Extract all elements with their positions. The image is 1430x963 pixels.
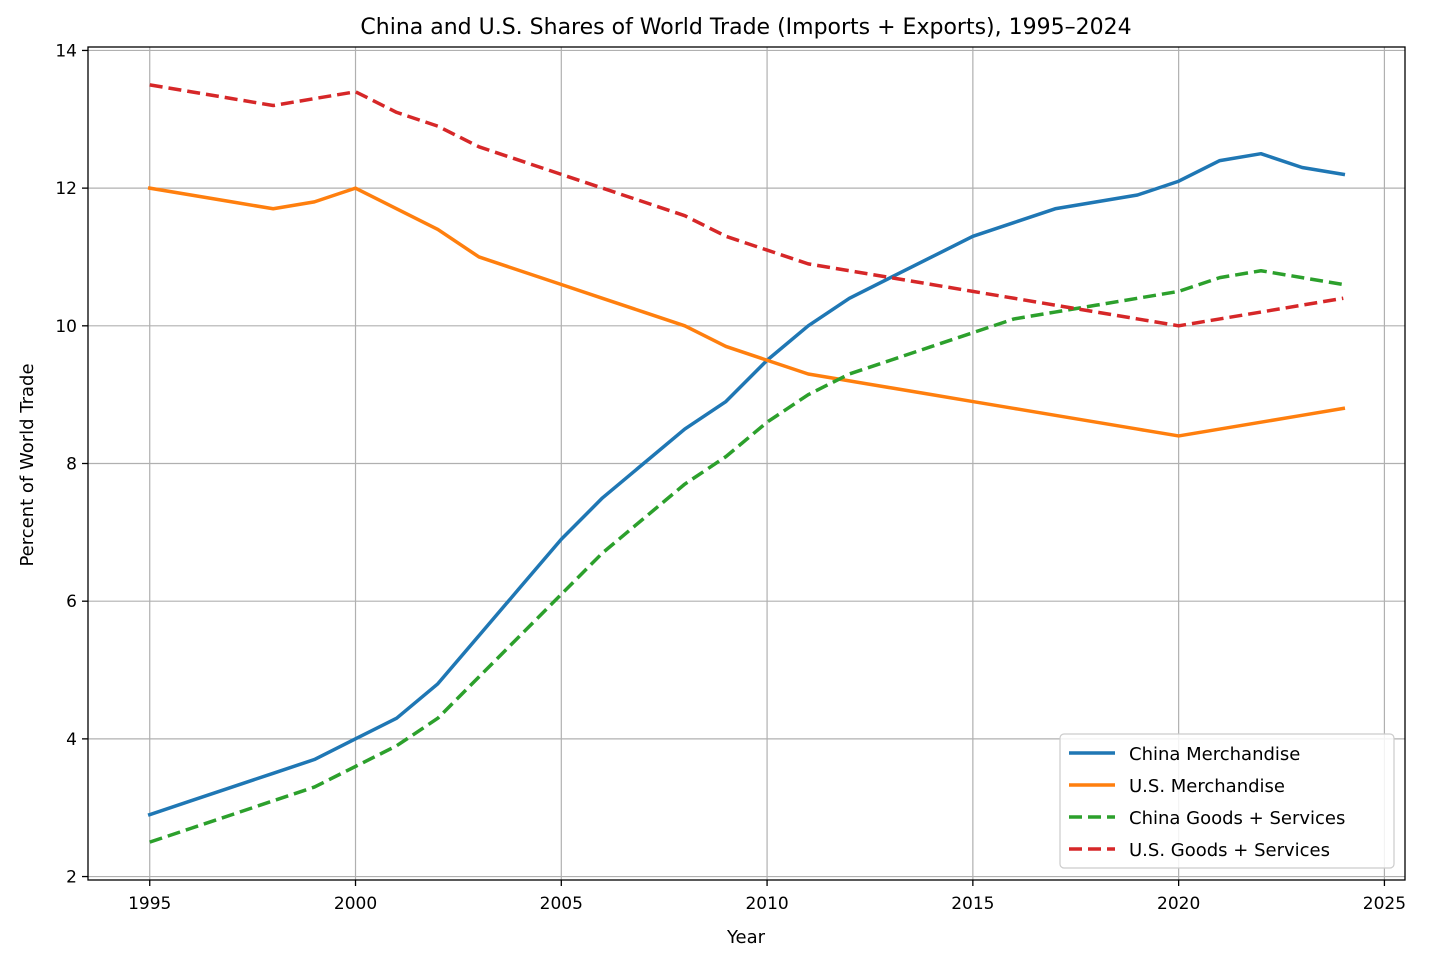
axis-ticks: 1995 2000 2005 2010 2015 2020 2025 2 4 6 8 10 12 14 xyxy=(55,41,1406,914)
legend-entry: China Goods + Services xyxy=(1069,808,1345,829)
x-tick-label: 2015 xyxy=(951,894,994,914)
y-tick-label: 6 xyxy=(66,592,77,612)
legend: China Merchandise U.S. Merchandise China G… xyxy=(1059,733,1395,869)
x-tick-label: 2005 xyxy=(540,894,583,914)
x-tick-label: 1995 xyxy=(128,894,171,914)
y-tick-label: 12 xyxy=(55,179,77,199)
legend-label: China Merchandise xyxy=(1129,744,1300,765)
legend-entry: U.S. Goods + Services xyxy=(1069,840,1330,861)
x-tick-label: 2025 xyxy=(1363,894,1406,914)
y-tick-label: 10 xyxy=(55,317,77,337)
y-tick-label: 4 xyxy=(66,730,77,750)
legend-label: U.S. Merchandise xyxy=(1129,776,1285,797)
legend-entry: U.S. Merchandise xyxy=(1069,776,1285,797)
y-axis-label: Percent of World Trade xyxy=(17,363,38,566)
series-line-3 xyxy=(149,268,1344,844)
x-tick-label: 2010 xyxy=(745,894,788,914)
legend-label: China Goods + Services xyxy=(1129,808,1345,829)
legend-box xyxy=(1059,733,1395,869)
x-tick-label: 2020 xyxy=(1157,894,1200,914)
legend-label: U.S. Goods + Services xyxy=(1129,840,1330,861)
y-tick-label: 8 xyxy=(66,455,77,475)
y-tick-label: 2 xyxy=(66,868,77,888)
chart-title: China and U.S. Shares of World Trade (Im… xyxy=(360,15,1131,40)
legend-entry: China Merchandise xyxy=(1069,744,1300,765)
series-line-4 xyxy=(149,83,1344,328)
x-tick-label: 2000 xyxy=(334,894,377,914)
y-tick-label: 14 xyxy=(55,41,77,61)
series-line-2 xyxy=(147,186,1346,438)
series-line-1 xyxy=(147,151,1346,817)
grid-lines xyxy=(88,47,1405,880)
series-lines xyxy=(147,83,1346,844)
x-axis-label: Year xyxy=(726,927,766,948)
